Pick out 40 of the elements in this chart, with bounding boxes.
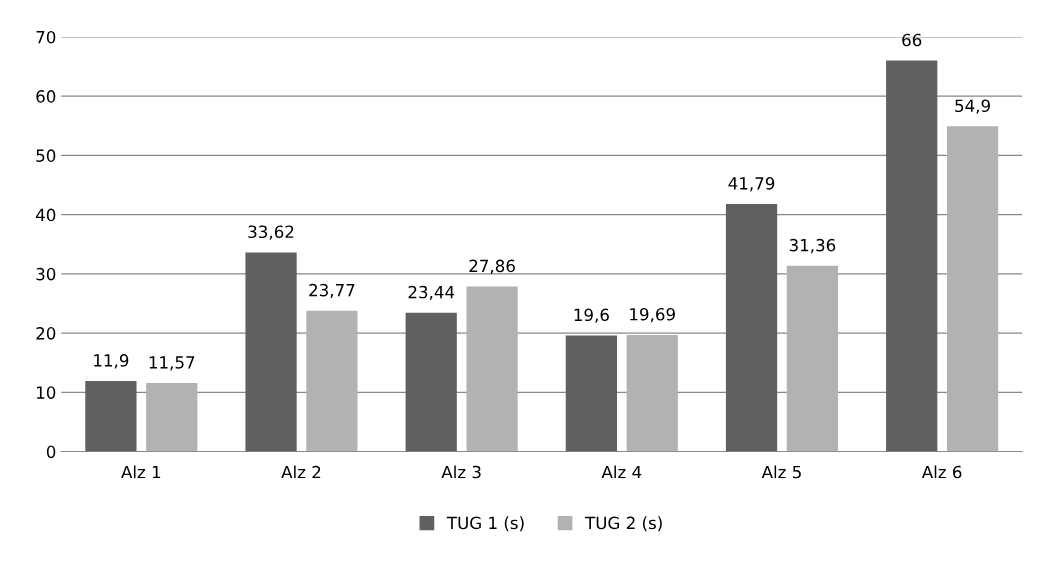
bar — [725, 204, 778, 452]
legend-label: TUG 1 (s) — [446, 516, 524, 532]
data-label: 23,77 — [309, 283, 355, 299]
data-label: 11,57 — [149, 356, 195, 371]
data-label: 19,69 — [630, 307, 675, 323]
x-tick-label: Alz 3 — [441, 465, 481, 479]
x-tick-label: Alz 5 — [761, 465, 801, 479]
y-tick-label: 40 — [35, 208, 56, 222]
bar — [146, 383, 198, 452]
y-tick-label: 0 — [46, 445, 56, 459]
legend-label: TUG 2 (s) — [585, 516, 662, 532]
y-tick-label: 30 — [36, 267, 56, 281]
data-label: 11,9 — [94, 354, 129, 369]
bar — [626, 334, 678, 452]
x-tick-label: Alz 1 — [121, 465, 161, 479]
bar — [886, 60, 938, 452]
y-tick-label: 60 — [36, 90, 56, 103]
data-label: 31,36 — [789, 238, 836, 254]
bar — [306, 310, 358, 452]
data-label: 54,9 — [955, 99, 990, 114]
y-tick-label: 70 — [36, 30, 56, 44]
data-label: 19,6 — [574, 308, 609, 323]
y-tick-label: 50 — [36, 149, 56, 162]
bar — [245, 252, 297, 452]
bar — [946, 126, 999, 452]
bar — [405, 312, 457, 452]
y-tick-label: 20 — [36, 327, 56, 340]
x-tick-label: Alz 4 — [601, 465, 642, 479]
y-tick-label: 10 — [37, 386, 56, 399]
bar — [786, 265, 839, 452]
data-label: 33,62 — [248, 225, 294, 240]
bar — [85, 381, 137, 452]
data-label: 23,44 — [408, 285, 455, 301]
x-tick-label: Alz 2 — [281, 465, 321, 479]
bar — [565, 335, 617, 452]
data-label: 41,79 — [728, 177, 775, 192]
x-tick-label: Alz 6 — [921, 465, 962, 479]
bar — [466, 286, 518, 452]
data-label: 27,86 — [469, 259, 515, 274]
data-label: 66 — [902, 33, 922, 47]
